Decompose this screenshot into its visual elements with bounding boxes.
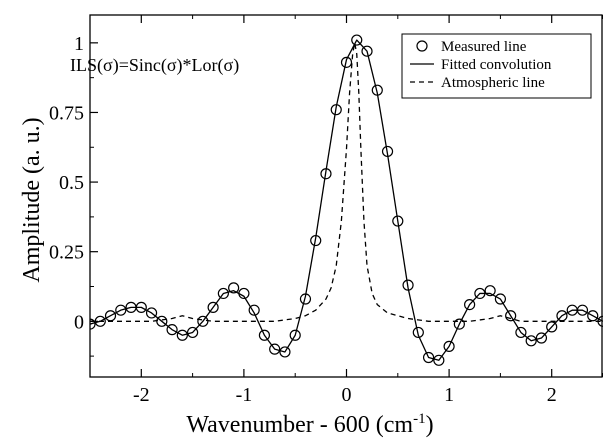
y-tick-label: 1 [74, 33, 84, 55]
measured-point [443, 340, 455, 352]
measured-point [494, 293, 506, 305]
legend-label: Measured line [441, 39, 527, 55]
x-axis-title: Wavenumber - 600 (cm-1) [186, 411, 433, 438]
x-tick-label: -1 [236, 384, 253, 406]
measured-point [535, 332, 548, 344]
measured-point [248, 304, 260, 316]
legend-box [401, 33, 592, 99]
x-axis-title-sup: -1 [413, 411, 426, 427]
legend-label: Atmospheric line [441, 75, 545, 91]
legend: Measured line Fitted convolution Atmospher… [401, 33, 592, 99]
x-tick-label: 2 [547, 384, 557, 406]
measured-point [289, 329, 301, 341]
legend-label: Fitted convolution [441, 57, 552, 73]
plot-series [90, 34, 603, 366]
measured-point [228, 282, 240, 294]
measured-point [433, 354, 445, 366]
measured-point [525, 335, 537, 347]
atmospheric-line [90, 42, 603, 322]
measured-point [187, 326, 199, 339]
measured-point [176, 329, 188, 341]
measured-point [269, 343, 281, 355]
measured-point [412, 326, 424, 339]
x-axis-title-main: Wavenumber - 600 (cm [186, 412, 413, 438]
measured-point [145, 307, 158, 319]
x-tick-label: 1 [444, 384, 454, 406]
measured-point [217, 287, 229, 300]
measured-point [515, 326, 527, 339]
y-axis-title: Amplitude (a. u.) [19, 117, 45, 282]
measured-point [115, 304, 127, 316]
fitted-convolution-line [90, 39, 603, 361]
measured-point [464, 299, 476, 311]
y-tick-label: 0.5 [59, 172, 84, 194]
y-tick-label: 0.75 [49, 102, 84, 124]
formula-annotation: ILS(σ)=Sinc(σ)*Lor(σ) [70, 55, 239, 76]
x-tick-label: -2 [133, 384, 150, 406]
measured-point [258, 329, 271, 341]
measured-point [351, 34, 363, 46]
measured-point [207, 301, 219, 313]
measured-point [90, 318, 96, 330]
measured-point [197, 315, 209, 327]
measured-point [392, 215, 404, 227]
measured-point [361, 45, 373, 57]
measured-point [484, 285, 496, 297]
measured-point [279, 346, 291, 358]
y-tick-label: 0 [74, 311, 84, 333]
axes: -2 -1 0 1 2 0 0.25 0.5 0.75 1 [49, 14, 603, 406]
measured-point [422, 351, 435, 364]
x-axis-title-close: ) [426, 412, 434, 438]
x-tick-label: 0 [342, 384, 352, 406]
measured-point [166, 324, 178, 336]
measured-point [340, 56, 353, 68]
measured-point [587, 310, 599, 322]
legend-marker-circle [416, 40, 428, 52]
measured-point [453, 318, 465, 330]
measured-point [156, 315, 168, 327]
measured-point [505, 310, 517, 322]
y-tick-label: 0.25 [49, 242, 84, 264]
plot-area [90, 34, 603, 366]
